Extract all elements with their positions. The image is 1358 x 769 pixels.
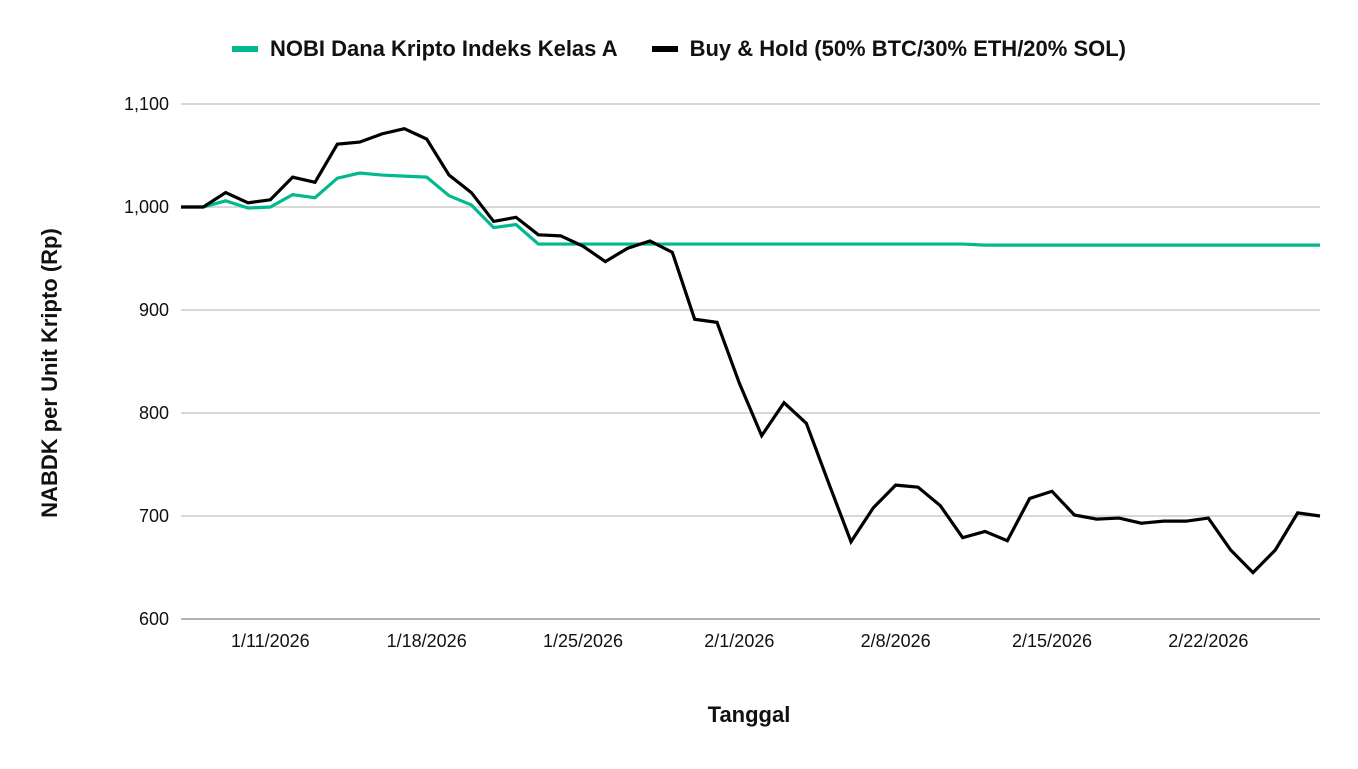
legend-swatch-nobi — [231, 46, 258, 52]
legend-item-nobi: NOBI Dana Kripto Indeks Kelas A — [231, 36, 618, 62]
series-line-nobi — [181, 171, 1320, 247]
legend-swatch-buy-hold — [651, 46, 678, 52]
y-axis-title: NABDK per Unit Kripto (Rp) — [37, 228, 62, 518]
x-axis-title: Tanggal — [707, 702, 791, 727]
legend-label-buy-hold: Buy & Hold (50% BTC/30% ETH/20% SOL) — [689, 36, 1127, 61]
x-tick-label: 1/18/2026 — [387, 631, 467, 651]
legend-label-nobi: NOBI Dana Kripto Indeks Kelas A — [269, 36, 618, 61]
series-line-buy-hold — [181, 127, 1321, 575]
x-tick-label: 2/15/2026 — [1012, 631, 1092, 651]
y-tick-label: 600 — [139, 609, 169, 629]
y-tick-label: 700 — [139, 506, 169, 526]
x-tick-label: 1/11/2026 — [231, 631, 310, 651]
x-tick-label: 2/8/2026 — [861, 631, 931, 651]
y-tick-label: 800 — [139, 403, 169, 423]
y-tick-label: 1,100 — [124, 94, 169, 114]
x-tick-label: 2/22/2026 — [1168, 631, 1248, 651]
y-tick-label: 900 — [139, 300, 169, 320]
y-tick-label: 1,000 — [124, 197, 169, 217]
x-tick-label: 1/25/2026 — [543, 631, 623, 651]
legend: NOBI Dana Kripto Indeks Kelas A Buy & Ho… — [0, 36, 1358, 62]
legend-item-buy-hold: Buy & Hold (50% BTC/30% ETH/20% SOL) — [651, 36, 1127, 62]
x-tick-label: 2/1/2026 — [704, 631, 774, 651]
